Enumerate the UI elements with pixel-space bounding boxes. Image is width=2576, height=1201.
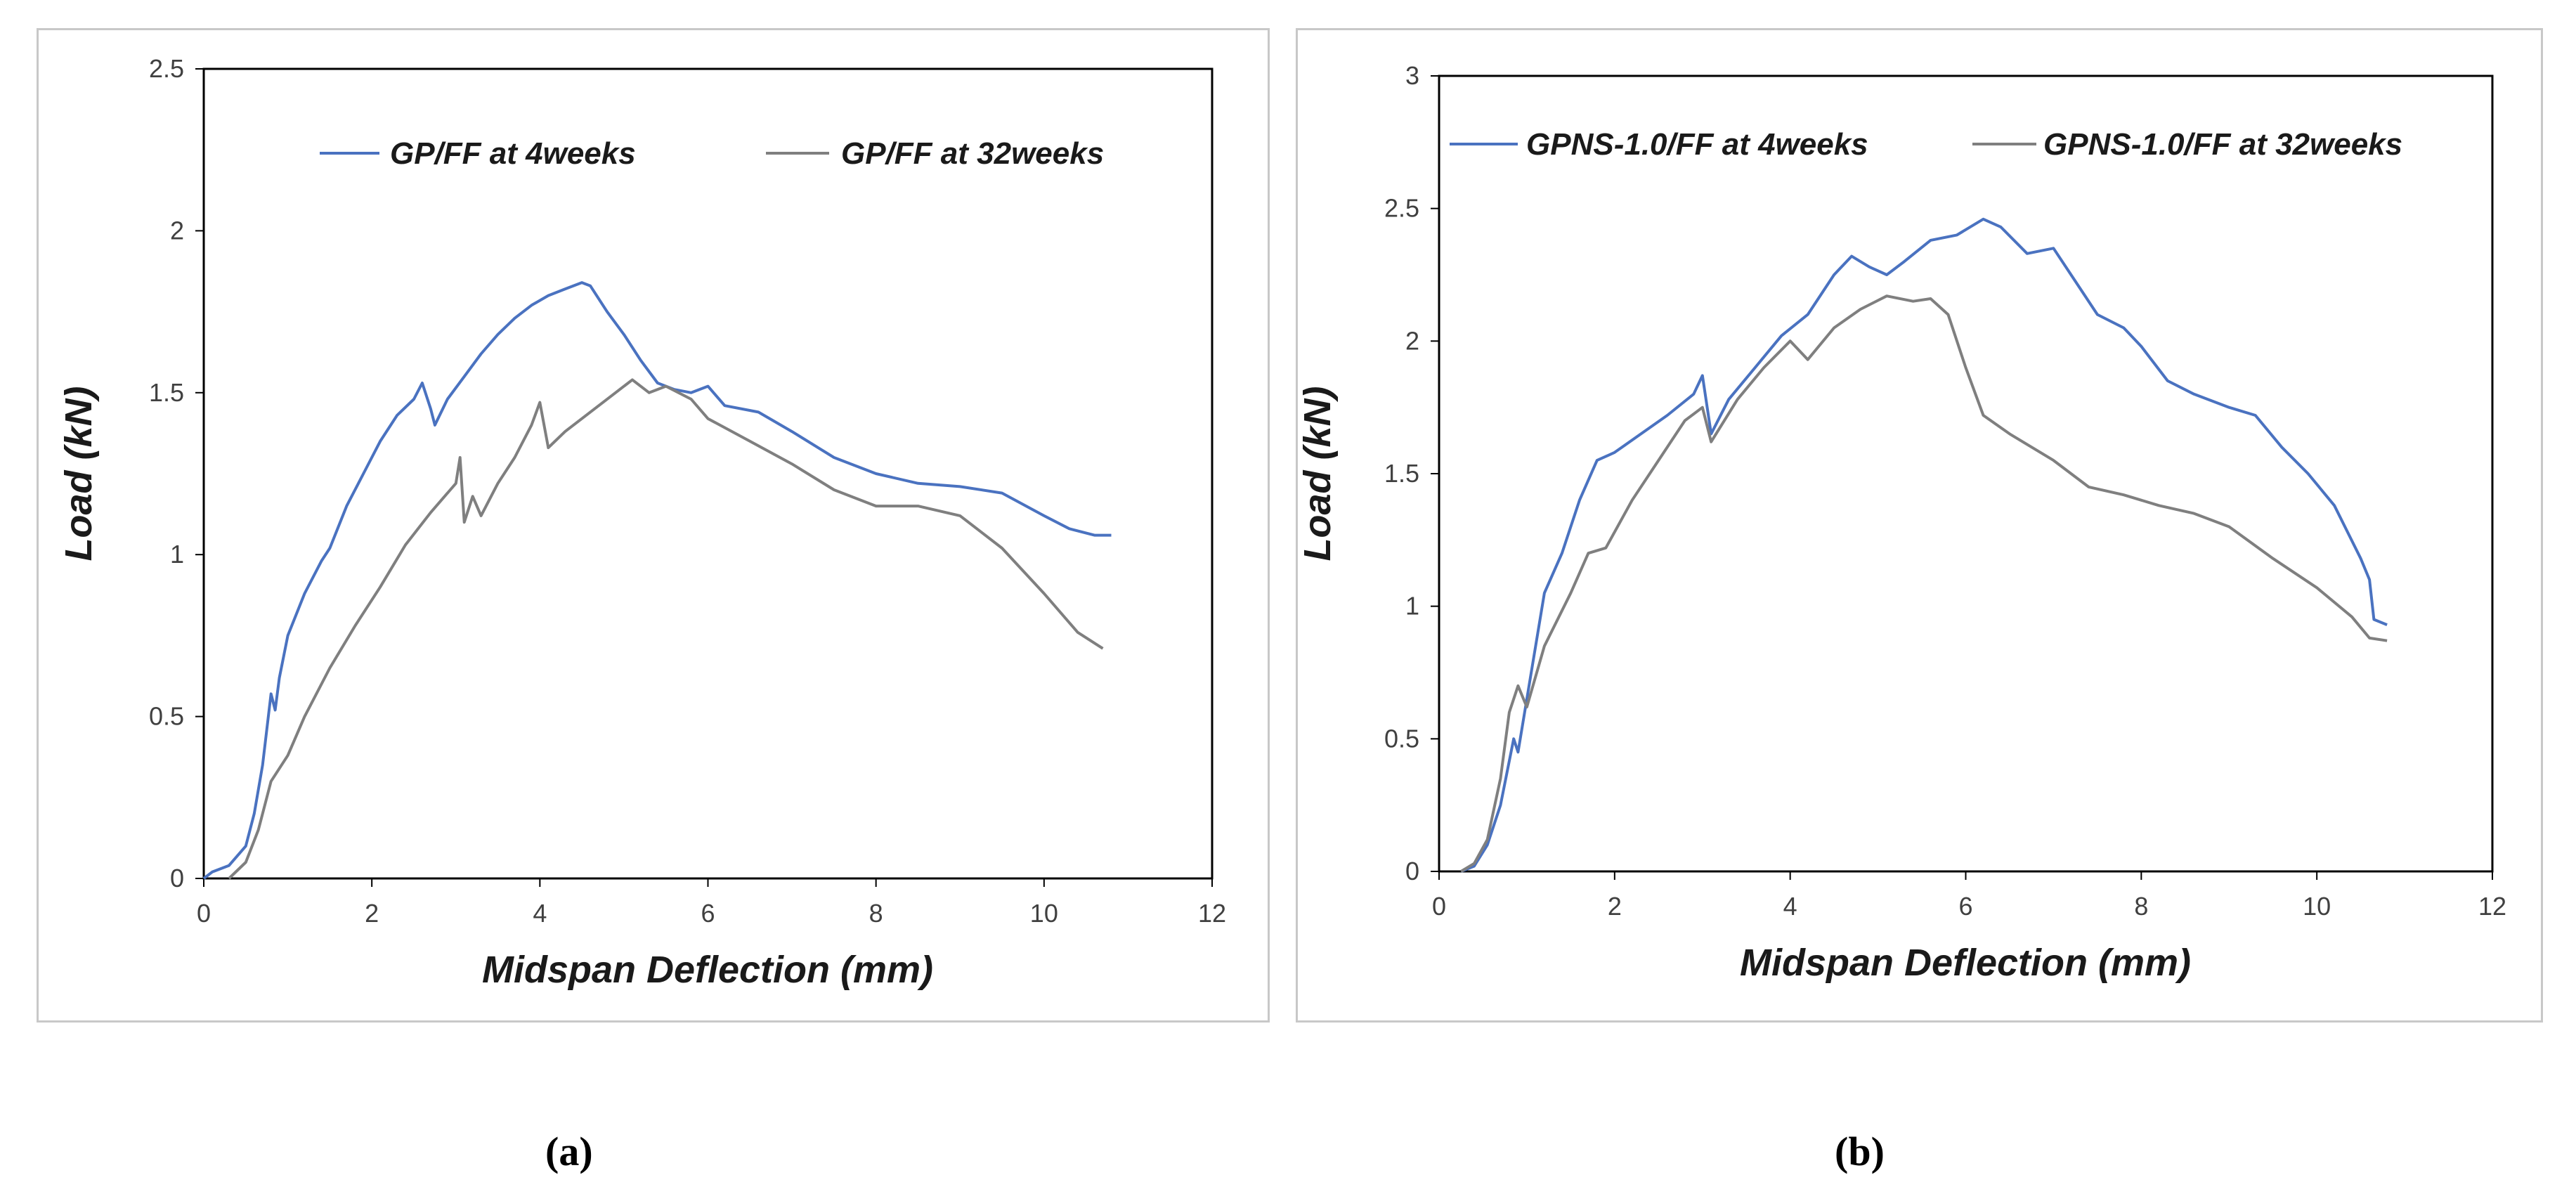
legend-label: GP/FF at 32weeks — [841, 136, 1104, 171]
series-line-32weeks — [1460, 294, 2388, 873]
panel-caption-a: (a) — [545, 1129, 593, 1174]
series-line-4weeks — [202, 281, 1112, 880]
y-tick-label: 3 — [1405, 61, 1419, 90]
y-axis-title: Load (kN) — [1296, 387, 1339, 561]
x-tick-label: 0 — [197, 899, 211, 928]
y-tick-label: 2.5 — [1384, 194, 1419, 223]
x-tick-label: 10 — [1030, 899, 1058, 928]
y-tick-label: 0.5 — [149, 702, 184, 731]
y-tick-label: 0 — [1405, 857, 1419, 885]
legend-label: GP/FF at 4weeks — [390, 136, 636, 171]
legend-label: GPNS-1.0/FF at 4weeks — [1526, 127, 1868, 162]
x-tick-label: 4 — [533, 899, 547, 928]
x-tick-label: 12 — [1198, 899, 1226, 928]
y-tick-label: 1 — [170, 540, 184, 569]
y-tick-label: 1 — [1405, 592, 1419, 621]
y-tick-label: 0.5 — [1384, 724, 1419, 753]
chart-b-frame — [1296, 28, 2543, 1023]
x-tick-label: 10 — [2303, 892, 2331, 921]
x-tick-label: 0 — [1432, 892, 1446, 921]
y-tick-label: 2 — [1405, 326, 1419, 355]
panel-caption-b: (b) — [1835, 1129, 1885, 1174]
series-line-32weeks — [228, 378, 1104, 880]
chart-a: 0 2 4 6 8 10 12 0 0.5 1 1.5 2 2.5 Midspan Deflection … — [58, 54, 1226, 991]
x-tick-label: 8 — [869, 899, 883, 928]
x-tick-label: 8 — [2134, 892, 2148, 921]
x-axis-title: Midspan Deflection (mm) — [482, 949, 933, 991]
x-tick-label: 2 — [1608, 892, 1622, 921]
y-tick-label: 1.5 — [149, 378, 184, 407]
plot-area-a — [202, 67, 1214, 880]
series-line-4weeks — [1460, 217, 2388, 873]
x-tick-label: 4 — [1783, 892, 1797, 921]
x-tick-label: 2 — [365, 899, 379, 928]
x-tick-label: 6 — [1958, 892, 1972, 921]
plot-area-b — [1438, 74, 2494, 873]
y-axis-title: Load (kN) — [58, 387, 100, 561]
x-tick-label: 6 — [701, 899, 715, 928]
y-tick-label: 0 — [170, 864, 184, 892]
y-tick-label: 2 — [170, 216, 184, 245]
y-tick-label: 1.5 — [1384, 459, 1419, 488]
chart-b: 0 2 4 6 8 10 12 0 0.5 1 1.5 2 2.5 3 Midspan Deflection… — [1296, 61, 2506, 984]
y-tick-label: 2.5 — [149, 54, 184, 83]
x-tick-label: 12 — [2478, 892, 2506, 921]
legend-label: GPNS-1.0/FF at 32weeks — [2043, 127, 2402, 162]
x-axis-title: Midspan Deflection (mm) — [1740, 942, 2191, 984]
